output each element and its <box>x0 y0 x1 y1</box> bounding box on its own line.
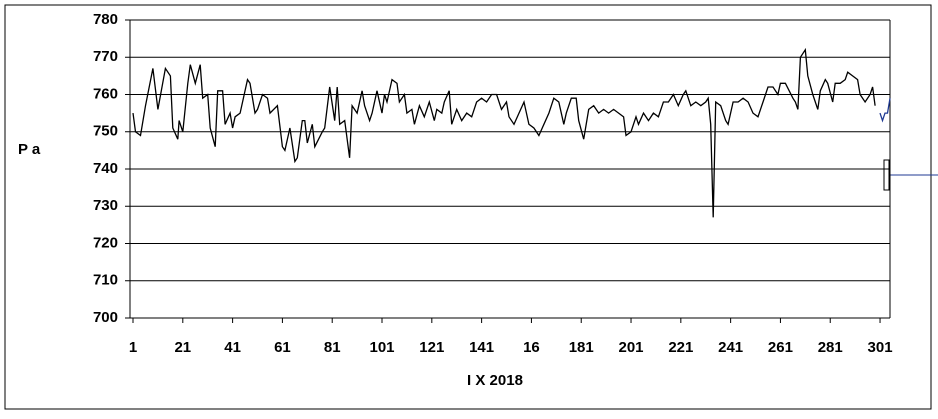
x-tick-label: 181 <box>569 339 594 356</box>
x-tick-label: 301 <box>868 339 893 356</box>
x-tick-label: 1 <box>129 339 137 356</box>
x-axis-label: I X 2018 <box>467 372 523 389</box>
x-tick-label: 16 <box>523 339 540 356</box>
y-tick-label: 720 <box>93 234 118 251</box>
x-tick-label: 61 <box>274 339 291 356</box>
x-tick-label: 221 <box>668 339 693 356</box>
x-tick-label: 141 <box>469 339 494 356</box>
scroll-handle <box>883 159 890 191</box>
y-axis-label: P a <box>18 141 41 158</box>
x-tick-label: 121 <box>419 339 444 356</box>
x-tick-label: 241 <box>718 339 743 356</box>
y-tick-label: 770 <box>93 48 118 65</box>
y-tick-label: 760 <box>93 85 118 102</box>
y-tick-label: 710 <box>93 272 118 289</box>
x-tick-label: 201 <box>619 339 644 356</box>
x-tick-label: 81 <box>324 339 341 356</box>
x-tick-label: 281 <box>818 339 843 356</box>
y-tick-label: 780 <box>93 11 118 28</box>
x-tick-label: 261 <box>768 339 793 356</box>
chart-frame <box>4 4 932 410</box>
data-line <box>132 47 876 218</box>
data-line <box>879 98 891 123</box>
x-tick-label: 21 <box>174 339 191 356</box>
y-tick-label: 750 <box>93 123 118 140</box>
x-tick-label: 41 <box>224 339 241 356</box>
y-tick-label: 730 <box>93 197 118 214</box>
x-tick-label: 101 <box>369 339 394 356</box>
y-tick-label: 740 <box>93 160 118 177</box>
y-tick-label: 700 <box>93 309 118 326</box>
